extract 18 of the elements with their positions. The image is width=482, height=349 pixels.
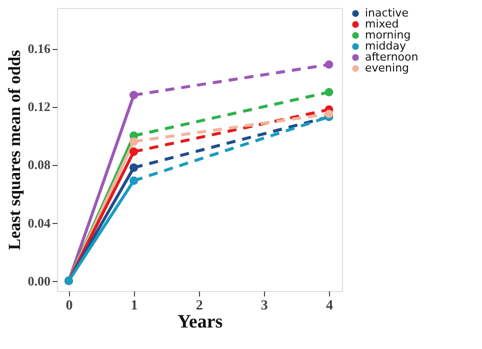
x-axis-title: Years: [177, 312, 223, 332]
legend-label: morning: [365, 28, 411, 42]
x-tick-label: 0: [66, 298, 73, 314]
legend-label: midday: [365, 40, 406, 52]
legend-label: inactive: [365, 6, 409, 20]
y-tick-label: 0.16: [28, 41, 51, 56]
x-tick-label: 4: [326, 298, 333, 314]
y-tick-label: 0.12: [28, 99, 50, 114]
legend-label: evening: [365, 62, 410, 74]
x-tick-label: 2: [196, 298, 203, 314]
y-tick-label: 0.04: [28, 215, 51, 230]
legend-label: afternoon: [365, 50, 418, 64]
y-tick-label: 0.08: [28, 157, 51, 172]
x-tick-label: 1: [130, 298, 138, 314]
y-axis-title: Least squares mean of odds: [4, 50, 24, 250]
legend-label: mixed: [365, 18, 399, 30]
x-tick-label: 3: [260, 298, 268, 314]
y-tick-label: 0.00: [28, 273, 50, 288]
